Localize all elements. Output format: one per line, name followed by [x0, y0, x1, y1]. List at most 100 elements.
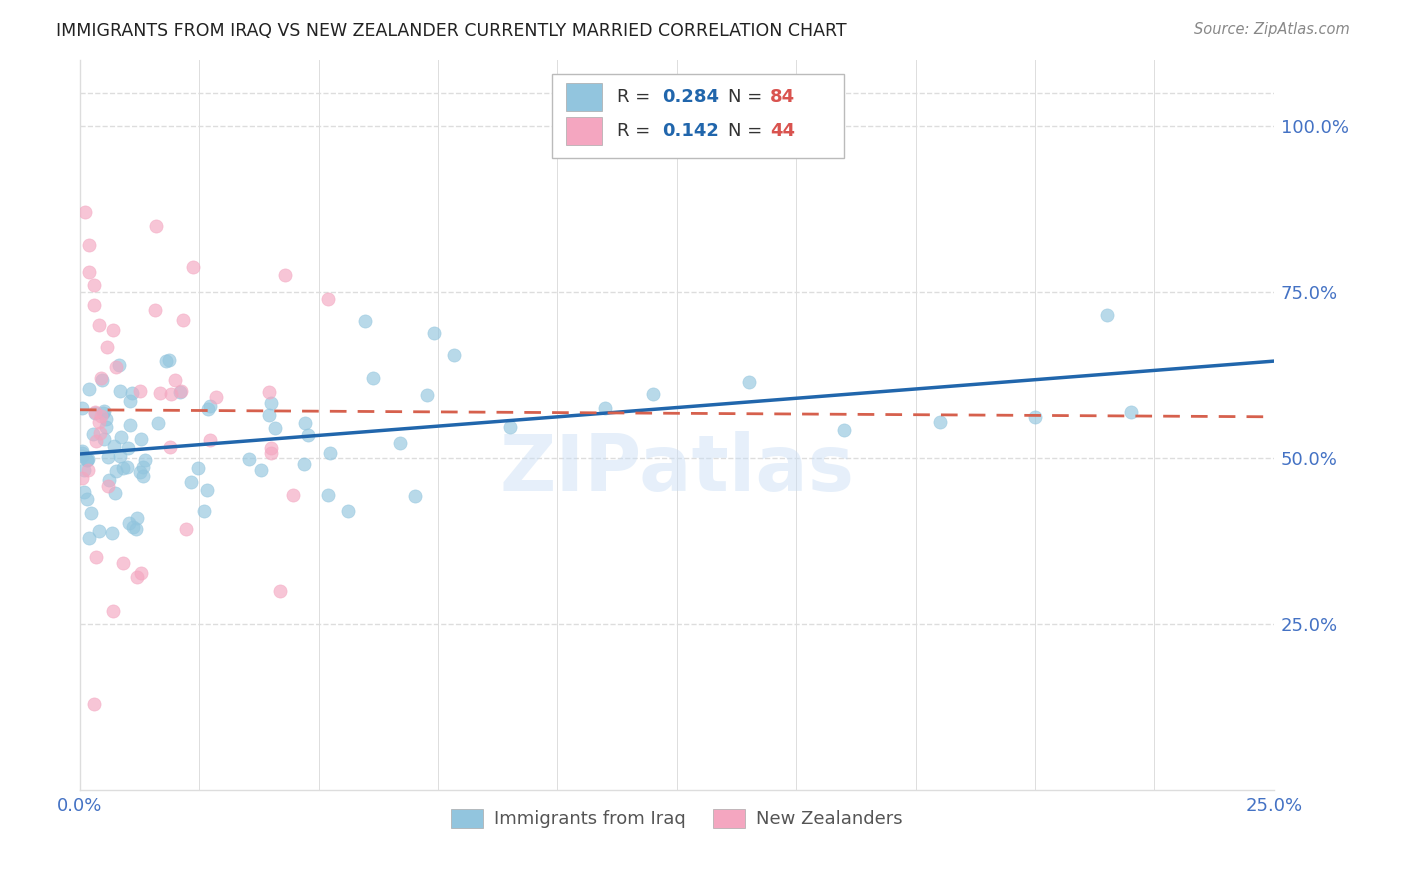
Point	[115, 459, 138, 474]
Point	[160, 387, 183, 401]
Text: Source: ZipAtlas.com: Source: ZipAtlas.com	[1194, 22, 1350, 37]
Point	[103, 485, 125, 500]
Point	[91, 372, 114, 386]
Point	[172, 312, 194, 326]
Point	[443, 348, 465, 362]
Point	[274, 268, 297, 282]
Point	[118, 394, 141, 409]
Point	[197, 402, 219, 417]
Point	[110, 449, 132, 463]
Point	[73, 205, 96, 219]
Point	[316, 292, 339, 306]
FancyBboxPatch shape	[565, 117, 602, 145]
Point	[264, 420, 287, 434]
Point	[72, 445, 94, 459]
Point	[292, 457, 315, 471]
Point	[260, 396, 283, 410]
Point	[388, 435, 411, 450]
Text: R =: R =	[617, 87, 657, 106]
Text: 44: 44	[770, 122, 794, 140]
Point	[79, 265, 101, 279]
Point	[79, 531, 101, 545]
Point	[170, 384, 193, 399]
Point	[77, 463, 100, 477]
Point	[90, 409, 112, 424]
Point	[118, 516, 141, 530]
Point	[93, 406, 115, 420]
Point	[76, 451, 98, 466]
Point	[121, 386, 143, 401]
Point	[110, 430, 132, 444]
Point	[83, 278, 105, 293]
Point	[112, 556, 135, 570]
Point	[110, 384, 132, 398]
Point	[72, 401, 94, 416]
Point	[259, 385, 281, 400]
Point	[84, 405, 107, 419]
Text: 84: 84	[770, 87, 796, 106]
Text: N =: N =	[728, 87, 768, 106]
Point	[337, 504, 360, 518]
Point	[104, 464, 127, 478]
Point	[72, 444, 94, 458]
Point	[127, 510, 149, 524]
Point	[169, 385, 191, 400]
Point	[197, 483, 219, 497]
Point	[80, 506, 103, 520]
Point	[132, 468, 155, 483]
Point	[238, 451, 260, 466]
Point	[145, 219, 167, 233]
Point	[198, 434, 221, 448]
Point	[108, 358, 131, 372]
Legend: Immigrants from Iraq, New Zealanders: Immigrants from Iraq, New Zealanders	[443, 802, 910, 836]
Point	[76, 492, 98, 507]
Point	[354, 313, 377, 327]
Point	[318, 446, 340, 460]
Point	[87, 415, 110, 429]
Point	[180, 475, 202, 489]
Point	[148, 417, 170, 431]
Point	[198, 399, 221, 413]
Point	[928, 415, 950, 429]
Point	[1024, 410, 1046, 425]
Point	[84, 434, 107, 448]
Point	[641, 387, 664, 401]
Point	[125, 521, 148, 535]
Point	[181, 260, 204, 274]
Point	[82, 426, 104, 441]
Point	[165, 373, 187, 387]
Point	[157, 353, 180, 368]
Point	[93, 404, 115, 418]
Point	[84, 550, 107, 565]
Point	[127, 570, 149, 584]
Text: 0.284: 0.284	[662, 87, 720, 106]
Point	[76, 452, 98, 467]
Point	[89, 425, 111, 440]
Point	[94, 412, 117, 426]
Point	[249, 463, 271, 477]
Point	[105, 359, 128, 374]
Point	[79, 238, 101, 252]
FancyBboxPatch shape	[565, 83, 602, 111]
Point	[132, 459, 155, 474]
Point	[205, 390, 228, 404]
Point	[117, 441, 139, 455]
Point	[283, 488, 305, 502]
Point	[118, 418, 141, 433]
Point	[1095, 308, 1118, 322]
Point	[593, 401, 616, 415]
Point	[97, 473, 120, 487]
Point	[90, 371, 112, 385]
Point	[737, 375, 759, 389]
Point	[260, 441, 283, 455]
Point	[499, 419, 522, 434]
Point	[87, 524, 110, 538]
Point	[187, 460, 209, 475]
Point	[131, 432, 153, 446]
Point	[72, 471, 94, 485]
Point	[96, 340, 118, 354]
Point	[77, 383, 100, 397]
Point	[174, 522, 197, 536]
Point	[96, 419, 118, 434]
Point	[143, 302, 166, 317]
